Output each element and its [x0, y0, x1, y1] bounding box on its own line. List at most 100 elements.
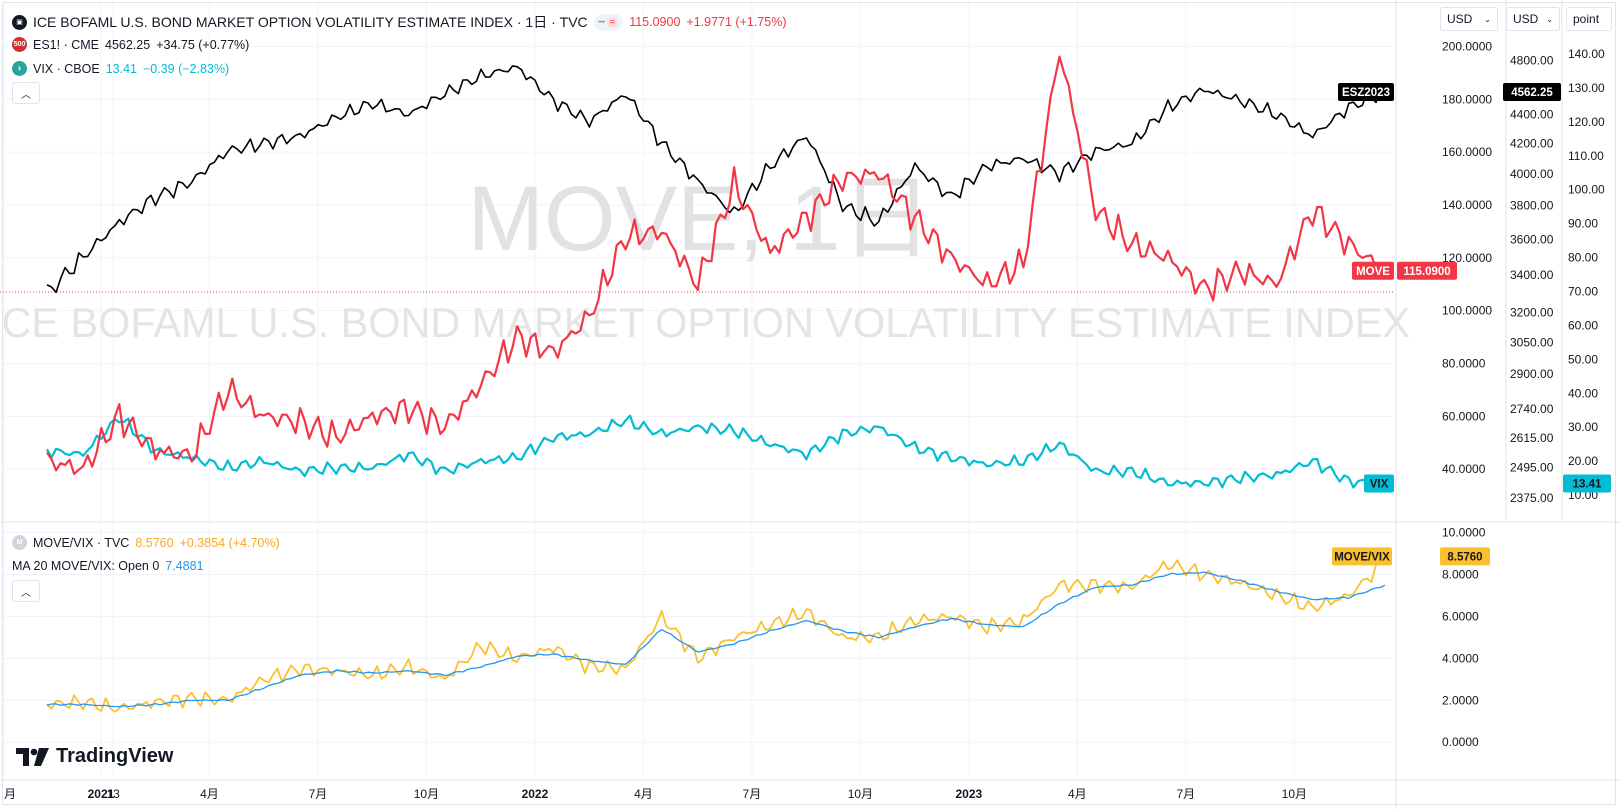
- vix-axis-tick: 120.00: [1568, 115, 1605, 129]
- points-scale-select[interactable]: point: [1566, 7, 1612, 31]
- vix-last-value-tag: 13.41: [1563, 474, 1611, 493]
- vix-series-name-tag-text: VIX: [1370, 478, 1389, 490]
- es-last-value-tag: 4562.25: [1503, 82, 1561, 101]
- es-axis-tick: 2740.00: [1510, 402, 1554, 416]
- ma-series-line: [46, 571, 1386, 708]
- vix-legend[interactable]: › VIX · CBOE 13.41 −0.39 (−2.83%): [12, 61, 229, 76]
- es-axis-tick: 4800.00: [1510, 53, 1554, 67]
- es-axis-tick: 2900.00: [1510, 367, 1554, 381]
- time-axis-tick: 7月: [309, 787, 328, 801]
- chevron-down-icon: ⌄: [1546, 14, 1553, 24]
- es-axis-tick: 3200.00: [1510, 306, 1554, 320]
- vix-last-value-tag-text: 13.41: [1573, 478, 1602, 490]
- time-axis-tick: 13: [106, 787, 120, 801]
- chevron-up-icon: ︿: [21, 587, 31, 599]
- vix-value: 13.41: [105, 61, 137, 76]
- time-axis-tick: 2021: [88, 787, 115, 801]
- move-axis-tick: 60.0000: [1442, 409, 1486, 423]
- vix-axis-tick: 60.00: [1568, 318, 1598, 332]
- es-series-line: [46, 65, 1386, 294]
- move-axis-tick: 160.0000: [1442, 145, 1492, 159]
- ma-value: 7.4881: [165, 559, 204, 573]
- time-axis-tick: 4月: [1068, 787, 1087, 801]
- tradingview-logo-text: TradingView: [56, 745, 174, 767]
- vix-axis-tick: 90.00: [1568, 217, 1598, 231]
- vix-change: −0.39 (−2.83%): [142, 61, 230, 76]
- ratio-change: +0.3854 (+4.70%): [179, 535, 280, 550]
- move-axis-tick: 200.0000: [1442, 39, 1492, 53]
- collapse-legend-button[interactable]: ︿: [12, 82, 40, 104]
- es-last-value-tag-text: 4562.25: [1511, 87, 1553, 99]
- move-axis-tick: 120.0000: [1442, 251, 1492, 265]
- move-series-line: [46, 55, 1386, 475]
- es-value: 4562.25: [105, 37, 151, 52]
- tvc-icon: ▣: [12, 14, 27, 30]
- time-axis-tick: 4月: [634, 787, 653, 801]
- ratio-axis-tick: 6.0000: [1442, 609, 1479, 623]
- es-axis-tick: 4200.00: [1510, 136, 1554, 150]
- time-axis-tick: 4月: [200, 787, 219, 801]
- vix-axis-tick: 140.00: [1568, 47, 1605, 61]
- ratio-axis-tick: 0.0000: [1442, 735, 1479, 749]
- label-layer: 115.0900 MOVE 4562.25 ESZ2023 13.41 VIX 8.5760…: [1332, 82, 1611, 566]
- move-axis-tick: 100.0000: [1442, 304, 1492, 318]
- time-axis-tick: 2023: [956, 787, 983, 801]
- time-axis-tick: 10月: [848, 787, 873, 801]
- es-axis-tick: 3050.00: [1510, 335, 1554, 349]
- tradingview-logo-icon: [16, 747, 49, 766]
- ratio-axis-tick: 10.0000: [1442, 525, 1486, 539]
- vix-axis-tick: 100.00: [1568, 183, 1605, 197]
- es-axis-tick: 4400.00: [1510, 108, 1554, 122]
- es-legend[interactable]: 500 ES1! · CME 4562.25 +34.75 (+0.77%): [12, 37, 249, 52]
- ratio-axis-tick: 8.0000: [1442, 567, 1479, 581]
- time-axis-tick: 10月: [414, 787, 439, 801]
- vix-series-line: [46, 414, 1386, 489]
- move-axis-tick: 40.0000: [1442, 462, 1486, 476]
- es-series-name-tag: ESZ2023: [1338, 82, 1394, 101]
- es-name: ES1! · CME: [33, 37, 99, 52]
- ratio-series-name-tag: MOVE/VIX: [1332, 547, 1392, 566]
- currency-select-left[interactable]: USD ⌄: [1440, 7, 1498, 31]
- es-change: +34.75 (+0.77%): [156, 37, 250, 52]
- tradingview-logo[interactable]: TradingView: [16, 745, 173, 768]
- status-pill[interactable]: ━ ≈: [593, 13, 624, 31]
- axis-layer: 200.0000 180.0000 160.0000 140.0000 120.0000…: [4, 39, 1605, 801]
- es-series-name-tag-text: ESZ2023: [1342, 87, 1390, 99]
- series-layer: [46, 55, 1386, 713]
- es-axis-tick: 2375.00: [1510, 491, 1554, 505]
- vix-name: VIX · CBOE: [33, 61, 100, 76]
- chevron-down-icon: ⌄: [1484, 14, 1491, 24]
- vix-series-name-tag: VIX: [1364, 474, 1394, 493]
- ma-name: MA 20 MOVE/VIX: Open 0: [12, 559, 160, 573]
- vix-axis-tick: 40.00: [1568, 386, 1598, 400]
- es-axis-tick: 2495.00: [1510, 460, 1554, 474]
- ratio-series-line: [46, 559, 1386, 713]
- vix-axis-tick: 50.00: [1568, 352, 1598, 366]
- move-axis-tick: 140.0000: [1442, 198, 1492, 212]
- time-axis-tick: 7月: [1176, 787, 1195, 801]
- ma-legend[interactable]: MA 20 MOVE/VIX: Open 0 7.4881: [12, 559, 204, 573]
- chevron-up-icon: ︿: [21, 89, 31, 101]
- watermark-big: MOVE, 1日: [467, 168, 932, 270]
- es-axis-tick: 2615.00: [1510, 431, 1554, 445]
- ratio-last-value-tag-text: 8.5760: [1447, 551, 1482, 563]
- es-axis-tick: 3600.00: [1510, 232, 1554, 246]
- currency-select-right[interactable]: USD ⌄: [1506, 7, 1560, 31]
- time-axis-tick: 10月: [1282, 787, 1307, 801]
- currency-right-label: USD: [1513, 12, 1539, 26]
- es-axis-tick: 3800.00: [1510, 199, 1554, 213]
- points-label: point: [1573, 12, 1600, 26]
- ratio-series-name-tag-text: MOVE/VIX: [1334, 551, 1390, 563]
- vix-axis-tick: 110.00: [1568, 149, 1604, 163]
- move-last-value-tag-text: 115.0900: [1403, 266, 1450, 278]
- collapse-indicator-button[interactable]: ︿: [12, 580, 40, 602]
- ratio-legend[interactable]: M MOVE/VIX · TVC 8.5760 +0.3854 (+4.70%): [12, 535, 280, 550]
- vix-axis-tick: 130.00: [1568, 81, 1605, 95]
- move-series-name-tag-text: MOVE: [1356, 266, 1390, 278]
- vix-axis-tick: 30.00: [1568, 420, 1598, 434]
- move-axis-tick: 80.0000: [1442, 356, 1486, 370]
- time-axis-tick: 月: [4, 787, 16, 801]
- move-series-name-tag: MOVE: [1352, 261, 1394, 280]
